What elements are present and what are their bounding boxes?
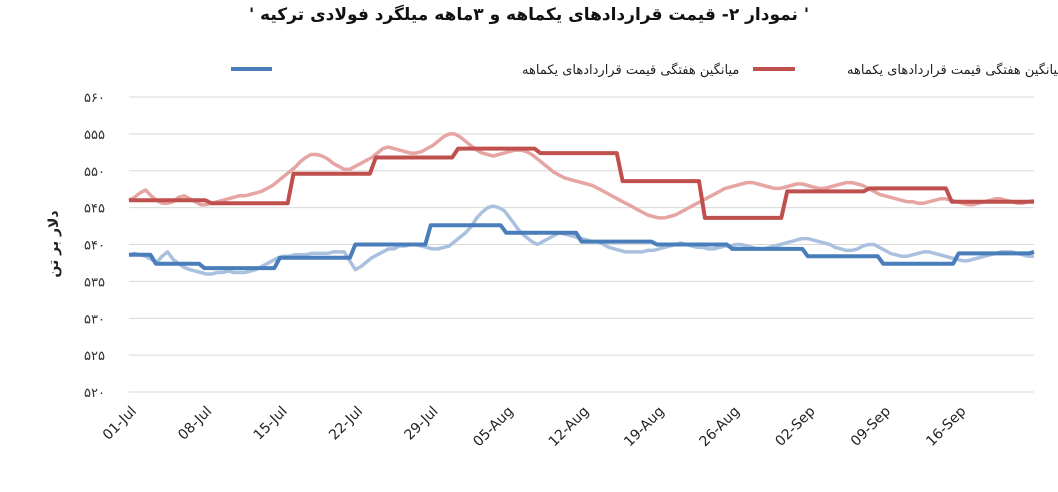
x-tick-label: 15-Jul: [251, 404, 291, 444]
y-axis-label: دلار بر تن: [46, 210, 62, 277]
series-line-3m-weekly: [129, 146, 1034, 220]
x-tick-label: 01-Jul: [100, 404, 140, 444]
legend: میانگین هفتگی قیمت قراردادهای یکماهه میا…: [231, 62, 1058, 78]
series-lines: [128, 132, 1035, 276]
y-tick-label: ۵۶۰: [84, 91, 105, 106]
x-tick-label: 22-Jul: [326, 404, 366, 444]
y-tick-label: ۵۳۰: [84, 312, 105, 327]
x-tick-label: 08-Jul: [175, 404, 215, 444]
y-tick-label: ۵۴۵: [84, 202, 105, 217]
x-tick-label: 26-Aug: [697, 404, 744, 451]
x-tick-label: 19-Aug: [621, 404, 668, 451]
y-tick-label: ۵۴۰: [84, 239, 105, 254]
x-tick-label: 09-Sep: [848, 403, 894, 449]
x-axis-ticks: 01-Jul 08-Jul 15-Jul 22-Jul 29-Jul 05-Aug 12-A…: [100, 403, 970, 450]
y-tick-label: ۵۳۵: [84, 275, 105, 290]
x-tick-label: 02-Sep: [772, 403, 818, 449]
y-axis-ticks: ۵۶۰ ۵۵۵ ۵۵۰ ۵۴۵ ۵۴۰ ۵۳۵ ۵۳۰ ۵۲۵ ۵۲۰: [84, 91, 105, 401]
legend-label-red: میانگین هفتگی قیمت قراردادهای یکماهه: [847, 62, 1058, 78]
y-tick-label: ۵۲۵: [84, 349, 105, 364]
gridlines: [129, 96, 1034, 393]
y-tick-label: ۵۵۵: [84, 128, 105, 143]
x-tick-label: 05-Aug: [470, 404, 517, 451]
legend-label-blue: میانگین هفتگی قیمت قراردادهای یکماهه: [522, 62, 739, 78]
series-line-3m-daily: [128, 132, 1035, 220]
x-tick-label: 29-Jul: [402, 404, 442, 444]
y-tick-label: ۵۵۰: [84, 165, 105, 180]
series-line-1m-weekly: [129, 223, 1035, 271]
y-tick-label: ۵۲۰: [84, 386, 105, 401]
x-tick-label: 12-Aug: [546, 404, 593, 451]
chart-title: ' نمودار ۲- قیمت قراردادهای یکماهه و ۳ما…: [249, 4, 809, 25]
x-tick-label: 16-Sep: [923, 403, 969, 449]
